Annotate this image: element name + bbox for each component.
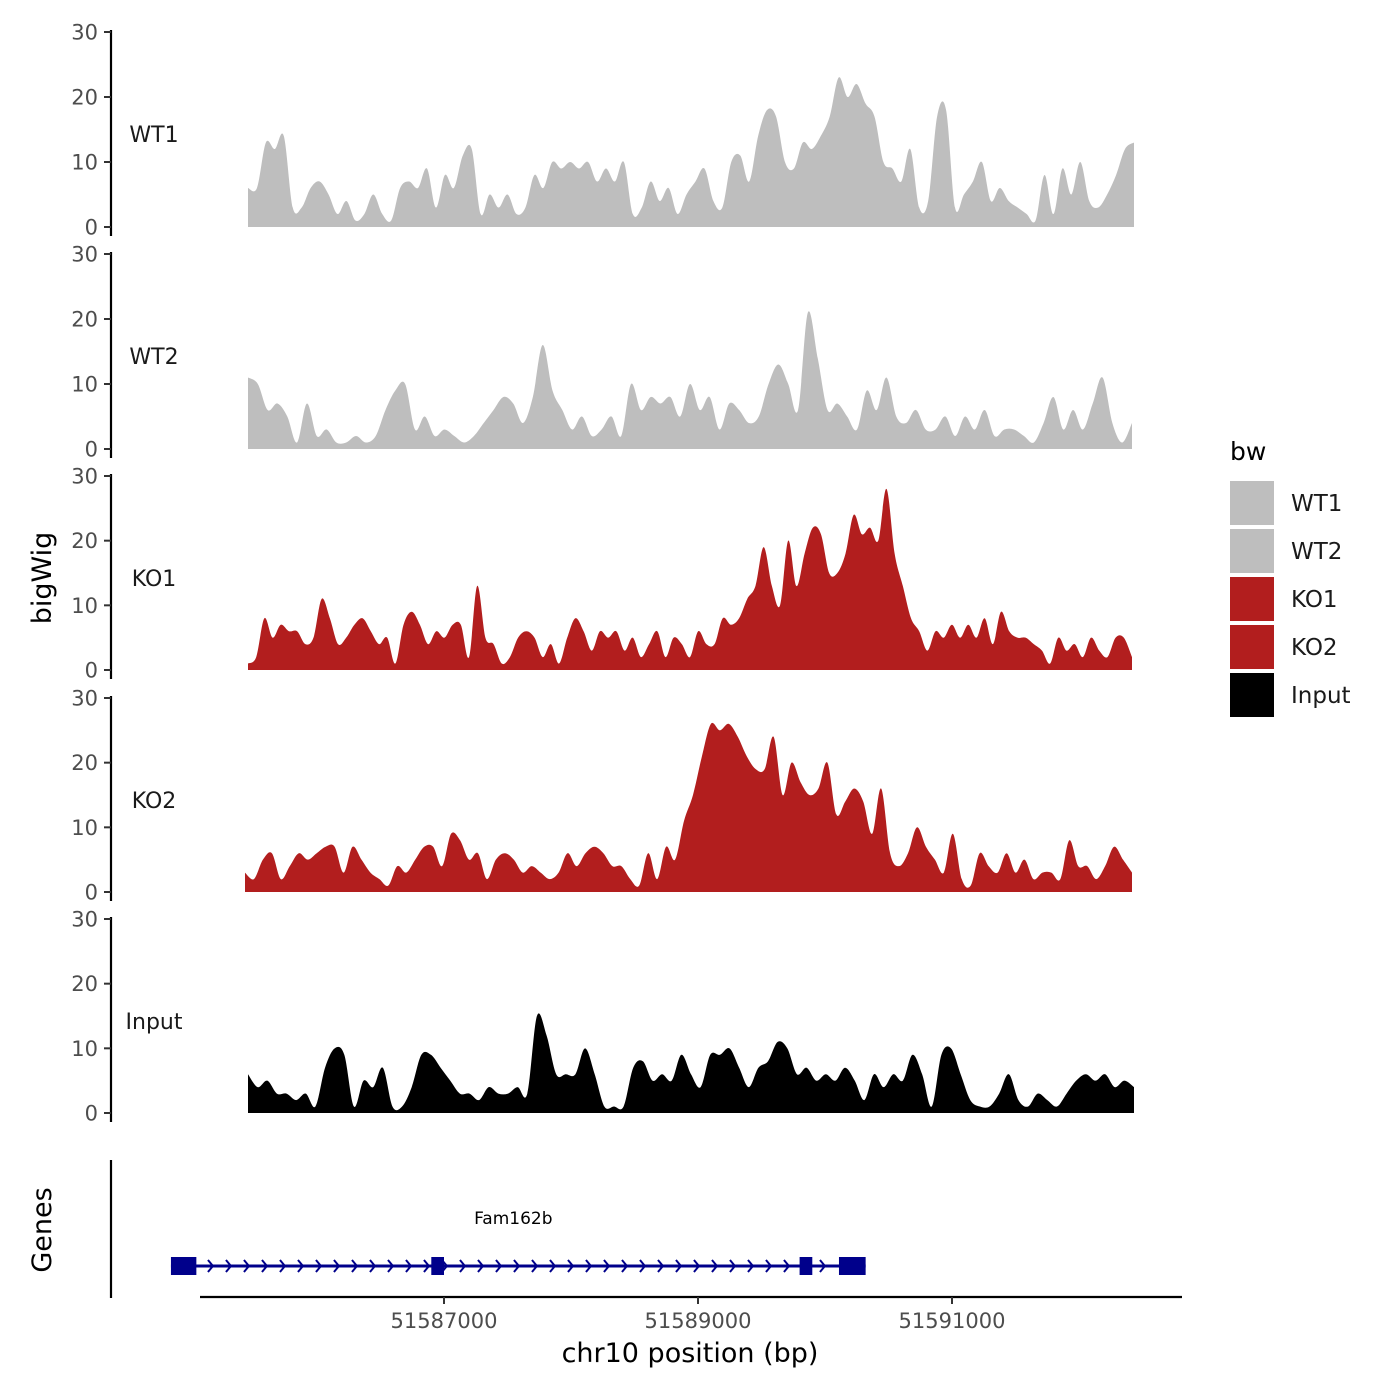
strand-arrow (405, 1259, 413, 1273)
y-tick-label: 10 (71, 151, 98, 175)
y-tick-label: 0 (85, 1102, 98, 1126)
legend-label: Input (1291, 683, 1351, 709)
track-ko2: 0 10 20 30 KO2 (71, 687, 1132, 905)
strand-arrow (531, 1259, 539, 1273)
y-tick-label: 20 (71, 751, 98, 775)
strand-arrow (261, 1259, 269, 1273)
coverage-tracks: 0 10 20 30 WT1 0 10 20 30 WT2 0 10 20 30 KO1 0 10 20 30 KO2… (71, 21, 1134, 1126)
exon-block (431, 1257, 444, 1275)
legend-label: WT2 (1291, 539, 1342, 565)
legend-swatch (1230, 673, 1274, 717)
y-tick-label: 20 (71, 86, 98, 110)
track-wt1: 0 10 20 30 WT1 (71, 21, 1134, 240)
y-tick-label: 30 (71, 243, 98, 267)
exon-block (170, 1257, 197, 1275)
legend: bw WT1 WT2 KO1 KO2 Input (1230, 437, 1351, 717)
strand-arrow (333, 1259, 341, 1273)
exon-block (799, 1257, 813, 1275)
strand-arrow (513, 1259, 521, 1273)
track-label: WT1 (129, 123, 178, 148)
y-tick-label: 30 (71, 908, 98, 932)
strand-arrow (225, 1259, 233, 1273)
strand-arrow (621, 1259, 629, 1273)
x-axis: 51587000 51589000 51591000 (200, 1295, 1182, 1333)
x-tick-label: 51591000 (899, 1309, 1006, 1333)
y-tick-label: 10 (71, 373, 98, 397)
strand-arrow (711, 1259, 719, 1273)
track-ko1: 0 10 20 30 KO1 (71, 465, 1132, 683)
y-tick-label: 0 (85, 659, 98, 683)
legend-swatch (1230, 625, 1274, 669)
y-tick-label: 20 (71, 972, 98, 996)
strand-arrow (783, 1259, 791, 1273)
strand-arrow (369, 1259, 377, 1273)
strand-arrow (765, 1259, 773, 1273)
track-input: 0 10 20 30 Input (71, 908, 1134, 1126)
coverage-area (245, 722, 1132, 892)
track-label: WT2 (129, 345, 178, 370)
x-tick-label: 51587000 (391, 1309, 498, 1333)
track-label: KO1 (132, 567, 177, 592)
y-tick-label: 10 (71, 1037, 98, 1061)
legend-swatch (1230, 529, 1274, 573)
exon-block (838, 1257, 866, 1275)
y-tick-label: 0 (85, 881, 98, 905)
strand-arrow (585, 1259, 593, 1273)
track-wt2: 0 10 20 30 WT2 (71, 243, 1132, 462)
strand-arrow (549, 1259, 557, 1273)
strand-arrow (423, 1259, 431, 1273)
y-tick-label: 0 (85, 438, 98, 462)
strand-arrow (243, 1259, 251, 1273)
gene-track-title: Genes (27, 1187, 58, 1272)
strand-arrow (729, 1259, 737, 1273)
y-tick-label: 30 (71, 465, 98, 489)
y-tick-label: 0 (85, 216, 98, 240)
track-label: Input (126, 1010, 183, 1035)
y-axis-title: bigWig (27, 532, 58, 625)
strand-arrow (747, 1259, 755, 1273)
y-tick-label: 10 (71, 594, 98, 618)
legend-title: bw (1230, 437, 1266, 466)
legend-label: KO1 (1291, 587, 1338, 613)
gene-track: Fam162b (109, 1160, 866, 1298)
legend-swatch (1230, 481, 1274, 525)
y-tick-label: 30 (71, 687, 98, 711)
strand-arrow (603, 1259, 611, 1273)
strand-arrow (693, 1259, 701, 1273)
strand-arrow (279, 1259, 287, 1273)
coverage-area (248, 488, 1132, 670)
gene-name-label: Fam162b (474, 1209, 552, 1229)
x-axis-title: chr10 position (bp) (562, 1338, 819, 1369)
coverage-area (248, 1013, 1134, 1113)
track-label: KO2 (132, 789, 177, 814)
strand-arrow (315, 1259, 323, 1273)
strand-arrow (567, 1259, 575, 1273)
gene-model: Fam162b (170, 1209, 866, 1275)
y-tick-label: 30 (71, 21, 98, 45)
legend-label: WT1 (1291, 491, 1342, 517)
strand-arrow (477, 1259, 485, 1273)
strand-arrow (495, 1259, 503, 1273)
strand-arrow (657, 1259, 665, 1273)
coverage-area (248, 311, 1132, 449)
strand-arrow (297, 1259, 305, 1273)
y-tick-label: 20 (71, 308, 98, 332)
strand-arrow (459, 1259, 467, 1273)
x-tick-label: 51589000 (645, 1309, 752, 1333)
coverage-area (248, 77, 1134, 228)
strand-arrow (819, 1259, 827, 1273)
legend-swatch (1230, 577, 1274, 621)
strand-arrow (387, 1259, 395, 1273)
strand-arrow (207, 1259, 215, 1273)
legend-label: KO2 (1291, 635, 1338, 661)
strand-arrow (351, 1259, 359, 1273)
strand-arrow (675, 1259, 683, 1273)
y-tick-label: 10 (71, 816, 98, 840)
y-tick-label: 20 (71, 529, 98, 553)
strand-arrow (639, 1259, 647, 1273)
